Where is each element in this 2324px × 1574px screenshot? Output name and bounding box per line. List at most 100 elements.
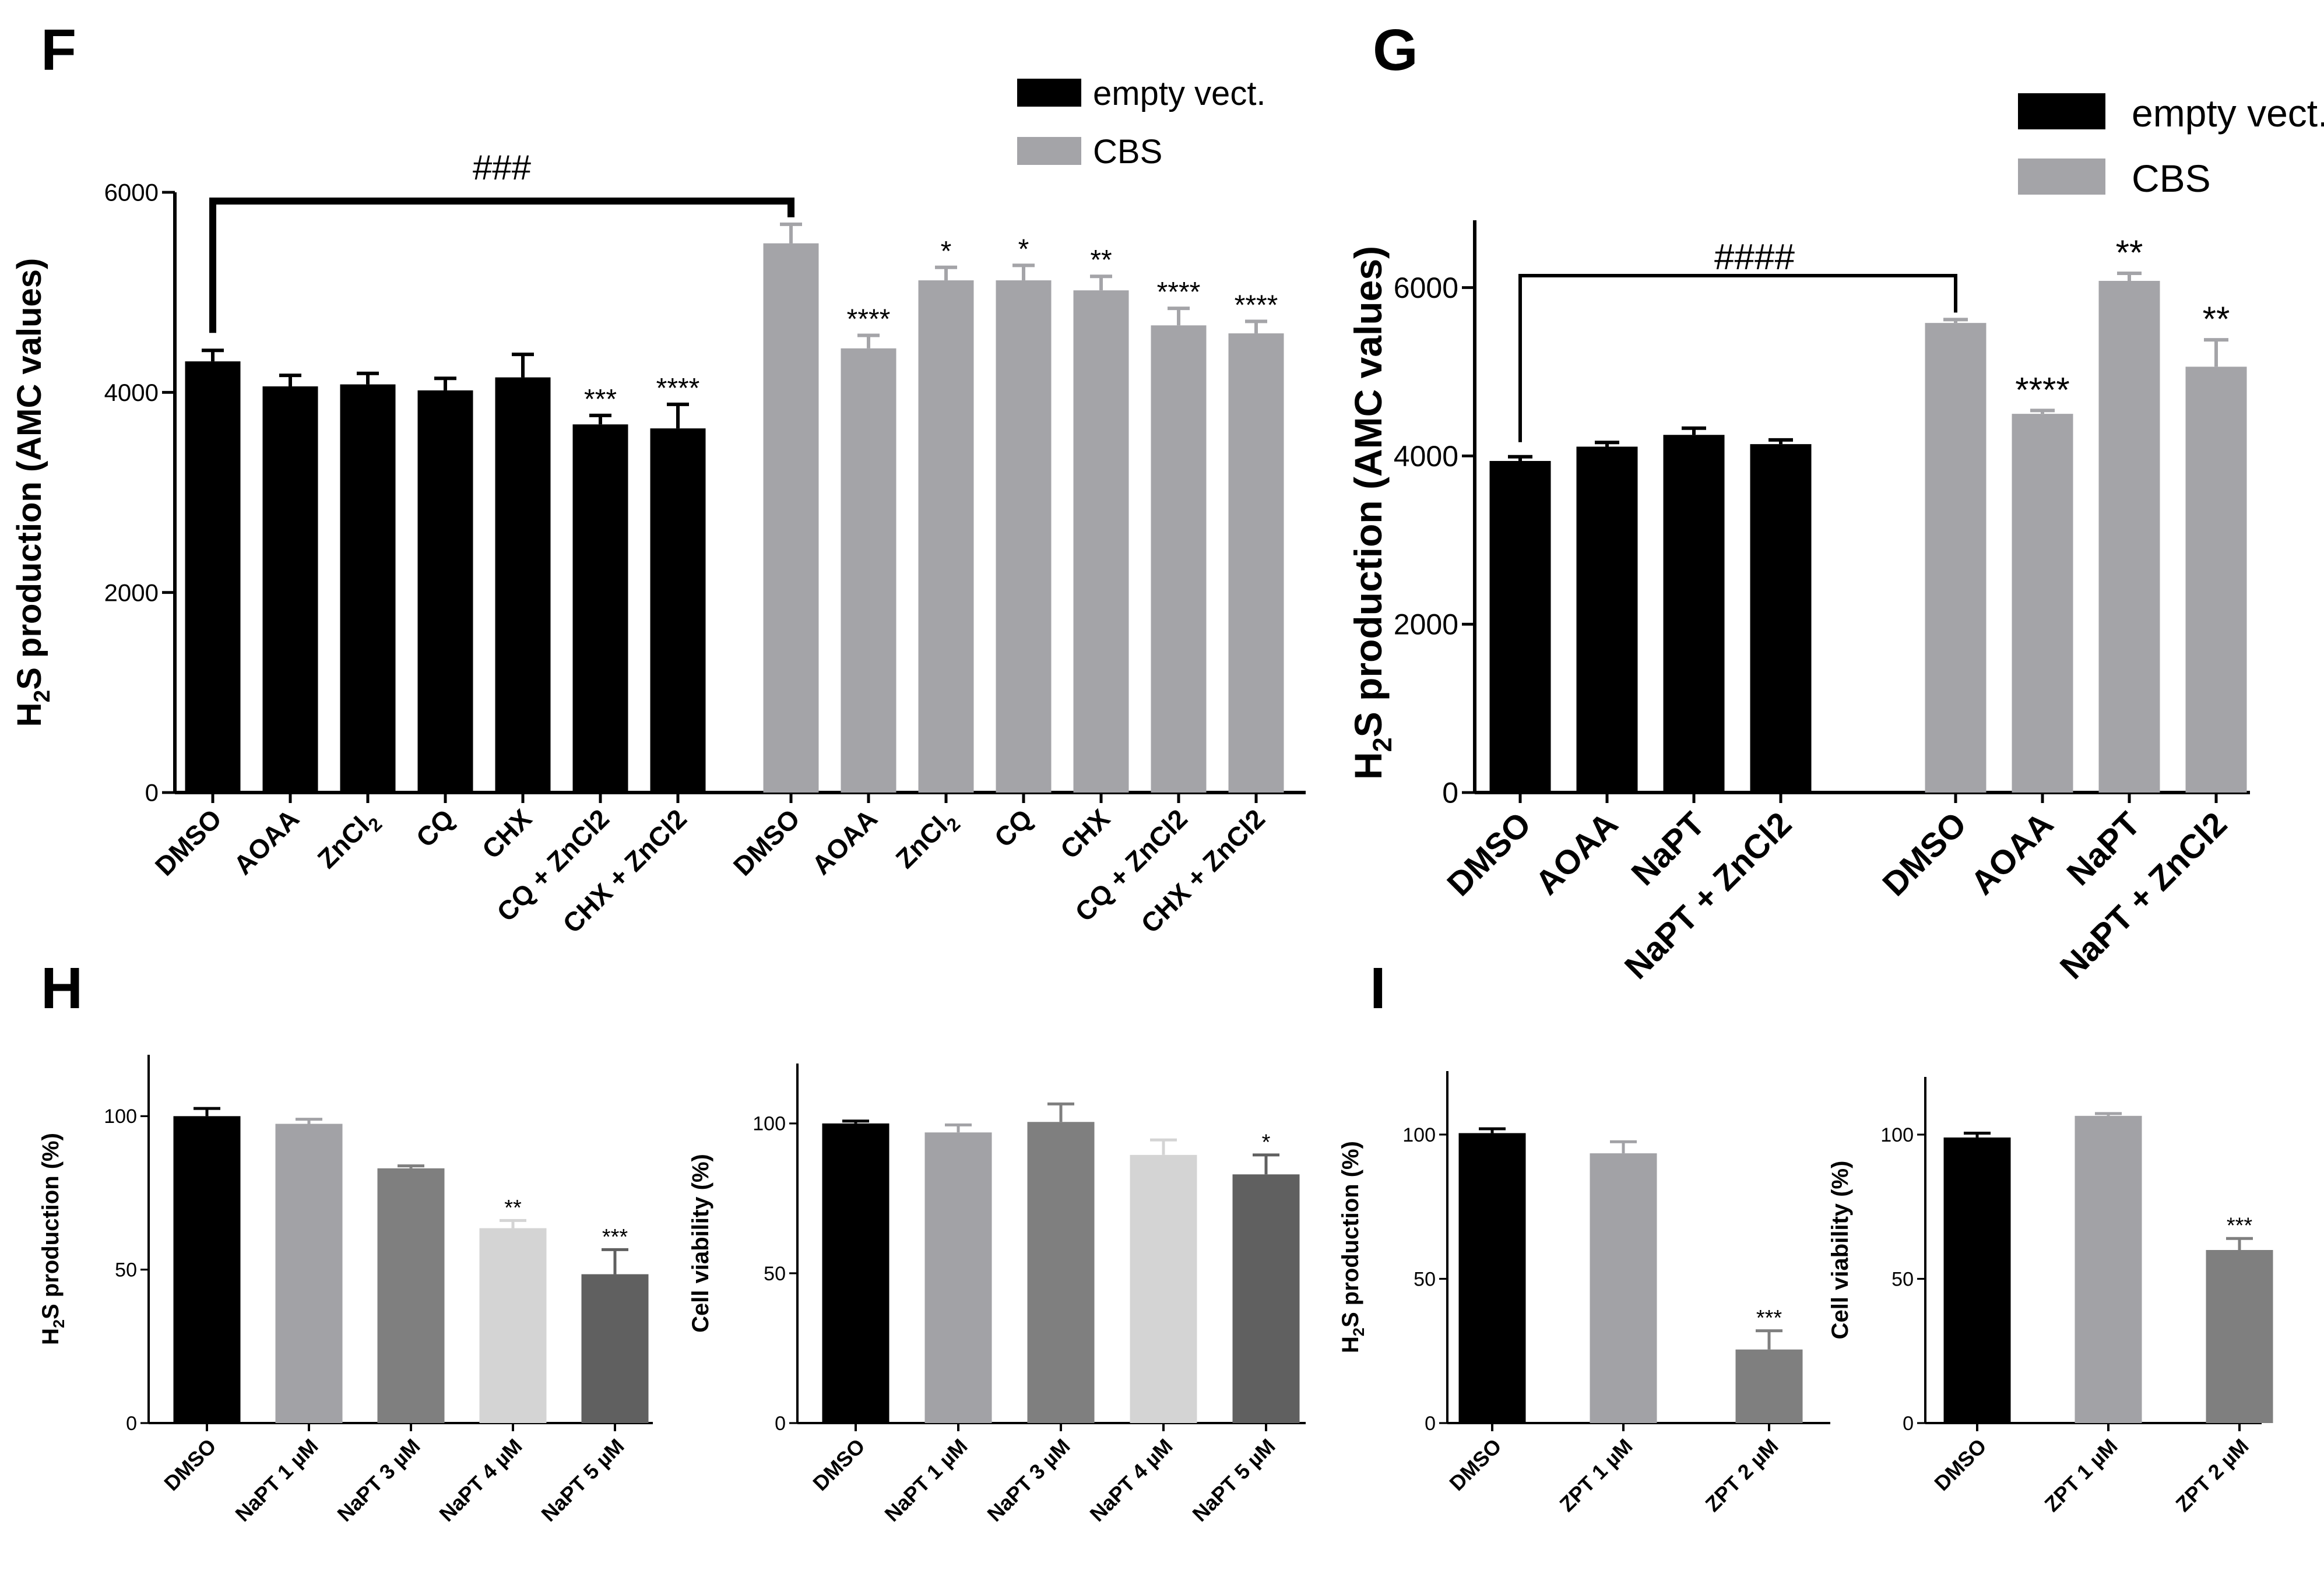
- panel-letter-i: I: [1370, 956, 1386, 1021]
- h2-category-label: NaPT 5 µM: [1187, 1434, 1279, 1526]
- i2-category-label: ZPT 1 µM: [2040, 1434, 2122, 1516]
- f-cbs-chx-bar: [1073, 290, 1129, 793]
- g-cbs-aoaa-significance: ****: [2015, 370, 2069, 409]
- i1-y-tick-label: 100: [1402, 1124, 1436, 1146]
- h1-y-tick-label: 50: [115, 1259, 137, 1281]
- i2-y-tick-label: 50: [1891, 1268, 1914, 1290]
- i1-category-label: ZPT 2 µM: [1700, 1434, 1782, 1516]
- h1-category-label: NaPT 3 µM: [332, 1434, 424, 1526]
- g-empty-vect-napt-zncl2-bar: [1750, 444, 1812, 793]
- f-category-label: CHX: [1054, 803, 1116, 865]
- g-y-tick-label: 2000: [1394, 608, 1458, 641]
- h2-napt-3-m-bar: [1027, 1122, 1095, 1423]
- h2-y-axis-label: Cell viability (%): [688, 1154, 713, 1333]
- f-category-label: AOAA: [228, 803, 305, 881]
- i2-category-label: DMSO: [1929, 1434, 1991, 1495]
- h1-category-label: NaPT 5 µM: [536, 1434, 628, 1526]
- f-cbs-zncl2-significance: *: [941, 236, 952, 267]
- g-empty-vect-napt-bar: [1663, 435, 1725, 793]
- f-cbs-dmso-bar: [763, 243, 819, 793]
- i1-zpt-1-m-bar: [1590, 1153, 1657, 1423]
- i1-y-axis-label: H2S production (%): [1338, 1141, 1367, 1353]
- i1-category-label: ZPT 1 µM: [1555, 1434, 1637, 1516]
- f-cbs-cq-zncl2-bar: [1151, 325, 1207, 793]
- f-empty-vect-cq-zncl2-significance: ***: [584, 384, 617, 415]
- i2-zpt-2-m-bar: [2206, 1250, 2273, 1423]
- h2-dmso-bar: [822, 1123, 889, 1423]
- h1-napt-5-m-bar: [581, 1274, 649, 1423]
- h1-dmso-bar: [173, 1116, 241, 1423]
- i1-zpt-2-m-bar: [1735, 1349, 1803, 1423]
- i2-zpt-1-m-bar: [2075, 1115, 2142, 1423]
- g-category-label: DMSO: [1440, 805, 1538, 903]
- g-cbs-aoaa-bar: [2012, 414, 2073, 793]
- f-cbs-cq-bar: [996, 280, 1052, 793]
- panel-letter-h: H: [41, 956, 83, 1021]
- i1-y-tick-label: 0: [1425, 1413, 1436, 1435]
- f-y-tick-label: 4000: [104, 379, 159, 406]
- i2-y-axis-label: Cell viability (%): [1827, 1161, 1853, 1340]
- g-category-label: DMSO: [1875, 805, 1974, 903]
- h1-napt-4-m-significance: **: [504, 1196, 522, 1220]
- f-empty-vect-chx-zncl2-bar: [650, 428, 706, 793]
- g-cbs-napt-zncl2-significance: **: [2203, 300, 2230, 339]
- h2-napt-5-m-bar: [1232, 1174, 1300, 1423]
- g-category-label: AOAA: [1528, 805, 1625, 902]
- f-category-label: ZnCl2: [311, 803, 386, 878]
- g-cbs-napt-bar: [2098, 280, 2160, 793]
- h1-category-label: NaPT 4 µM: [434, 1434, 526, 1526]
- g-legend-swatch: [2018, 159, 2105, 195]
- f-empty-vect-aoaa-bar: [262, 386, 318, 793]
- h2-category-label: NaPT 4 µM: [1085, 1434, 1177, 1526]
- h2-category-label: NaPT 3 µM: [982, 1434, 1074, 1526]
- h1-napt-1-m-bar: [275, 1124, 343, 1423]
- f-cbs-cq-zncl2-significance: ****: [1157, 277, 1201, 308]
- f-legend-swatch: [1017, 79, 1081, 107]
- f-empty-vect-zncl2-bar: [340, 384, 396, 793]
- f-category-label: ZnCl2: [889, 803, 964, 878]
- h2-y-tick-label: 50: [764, 1263, 786, 1285]
- i1-category-label: DMSO: [1444, 1434, 1506, 1495]
- f-empty-vect-chx-bar: [495, 377, 551, 793]
- f-y-axis-label: H2S production (AMC values): [10, 258, 55, 727]
- g-cbs-napt-significance: **: [2116, 233, 2143, 272]
- f-empty-vect-dmso-bar: [185, 361, 241, 793]
- f-category-label: DMSO: [149, 803, 227, 881]
- f-category-label: DMSO: [727, 803, 806, 881]
- h1-y-tick-label: 0: [126, 1413, 137, 1435]
- g-y-tick-label: 6000: [1394, 272, 1458, 304]
- f-legend-label: CBS: [1093, 133, 1162, 171]
- i1-zpt-2-m-significance: ***: [1756, 1306, 1782, 1330]
- g-legend-swatch: [2018, 93, 2105, 129]
- i2-zpt-2-m-significance: ***: [2227, 1214, 2253, 1238]
- f-cbs-chx-zncl2-significance: ****: [1235, 290, 1278, 321]
- i2-dmso-bar: [1943, 1137, 2011, 1423]
- g-y-axis-label: H2S production (AMC values): [1346, 246, 1397, 780]
- i1-y-tick-label: 50: [1414, 1268, 1436, 1290]
- g-significance-bracket: [1518, 274, 1957, 442]
- f-cbs-aoaa-significance: ****: [847, 304, 891, 334]
- h2-y-tick-label: 0: [775, 1413, 786, 1435]
- panel-i-production-chart: 0 50 100 DMSO ZPT 1 µM *** ZPT 2 µM H2S product…: [1338, 1071, 1830, 1516]
- f-category-label: AOAA: [806, 803, 884, 881]
- h2-category-label: DMSO: [808, 1434, 869, 1495]
- i2-category-label: ZPT 2 µM: [2171, 1434, 2253, 1516]
- f-cbs-chx-zncl2-bar: [1228, 333, 1284, 793]
- h2-y-tick-label: 100: [753, 1113, 786, 1135]
- h2-napt-4-m-bar: [1130, 1154, 1197, 1423]
- h2-category-label: NaPT 1 µM: [880, 1434, 972, 1526]
- g-empty-vect-dmso-bar: [1489, 461, 1551, 793]
- i1-dmso-bar: [1458, 1133, 1526, 1423]
- g-bracket-label: ####: [1714, 237, 1795, 277]
- g-y-tick-label: 4000: [1394, 440, 1458, 473]
- panel-h-production-chart: 0 50 100 DMSO NaPT 1 µM NaPT 3 µM ** NaPT 4 µM *…: [38, 1055, 653, 1526]
- f-bracket-label: ###: [473, 148, 532, 187]
- h1-y-axis-label: H2S production (%): [38, 1133, 68, 1345]
- panel-letter-g: G: [1373, 17, 1418, 83]
- f-empty-vect-cq-zncl2-bar: [572, 424, 628, 793]
- g-legend-label: empty vect.: [2132, 91, 2324, 135]
- h1-napt-4-m-bar: [479, 1228, 547, 1423]
- f-y-tick-label: 6000: [104, 179, 159, 206]
- g-cbs-dmso-bar: [1925, 323, 1987, 793]
